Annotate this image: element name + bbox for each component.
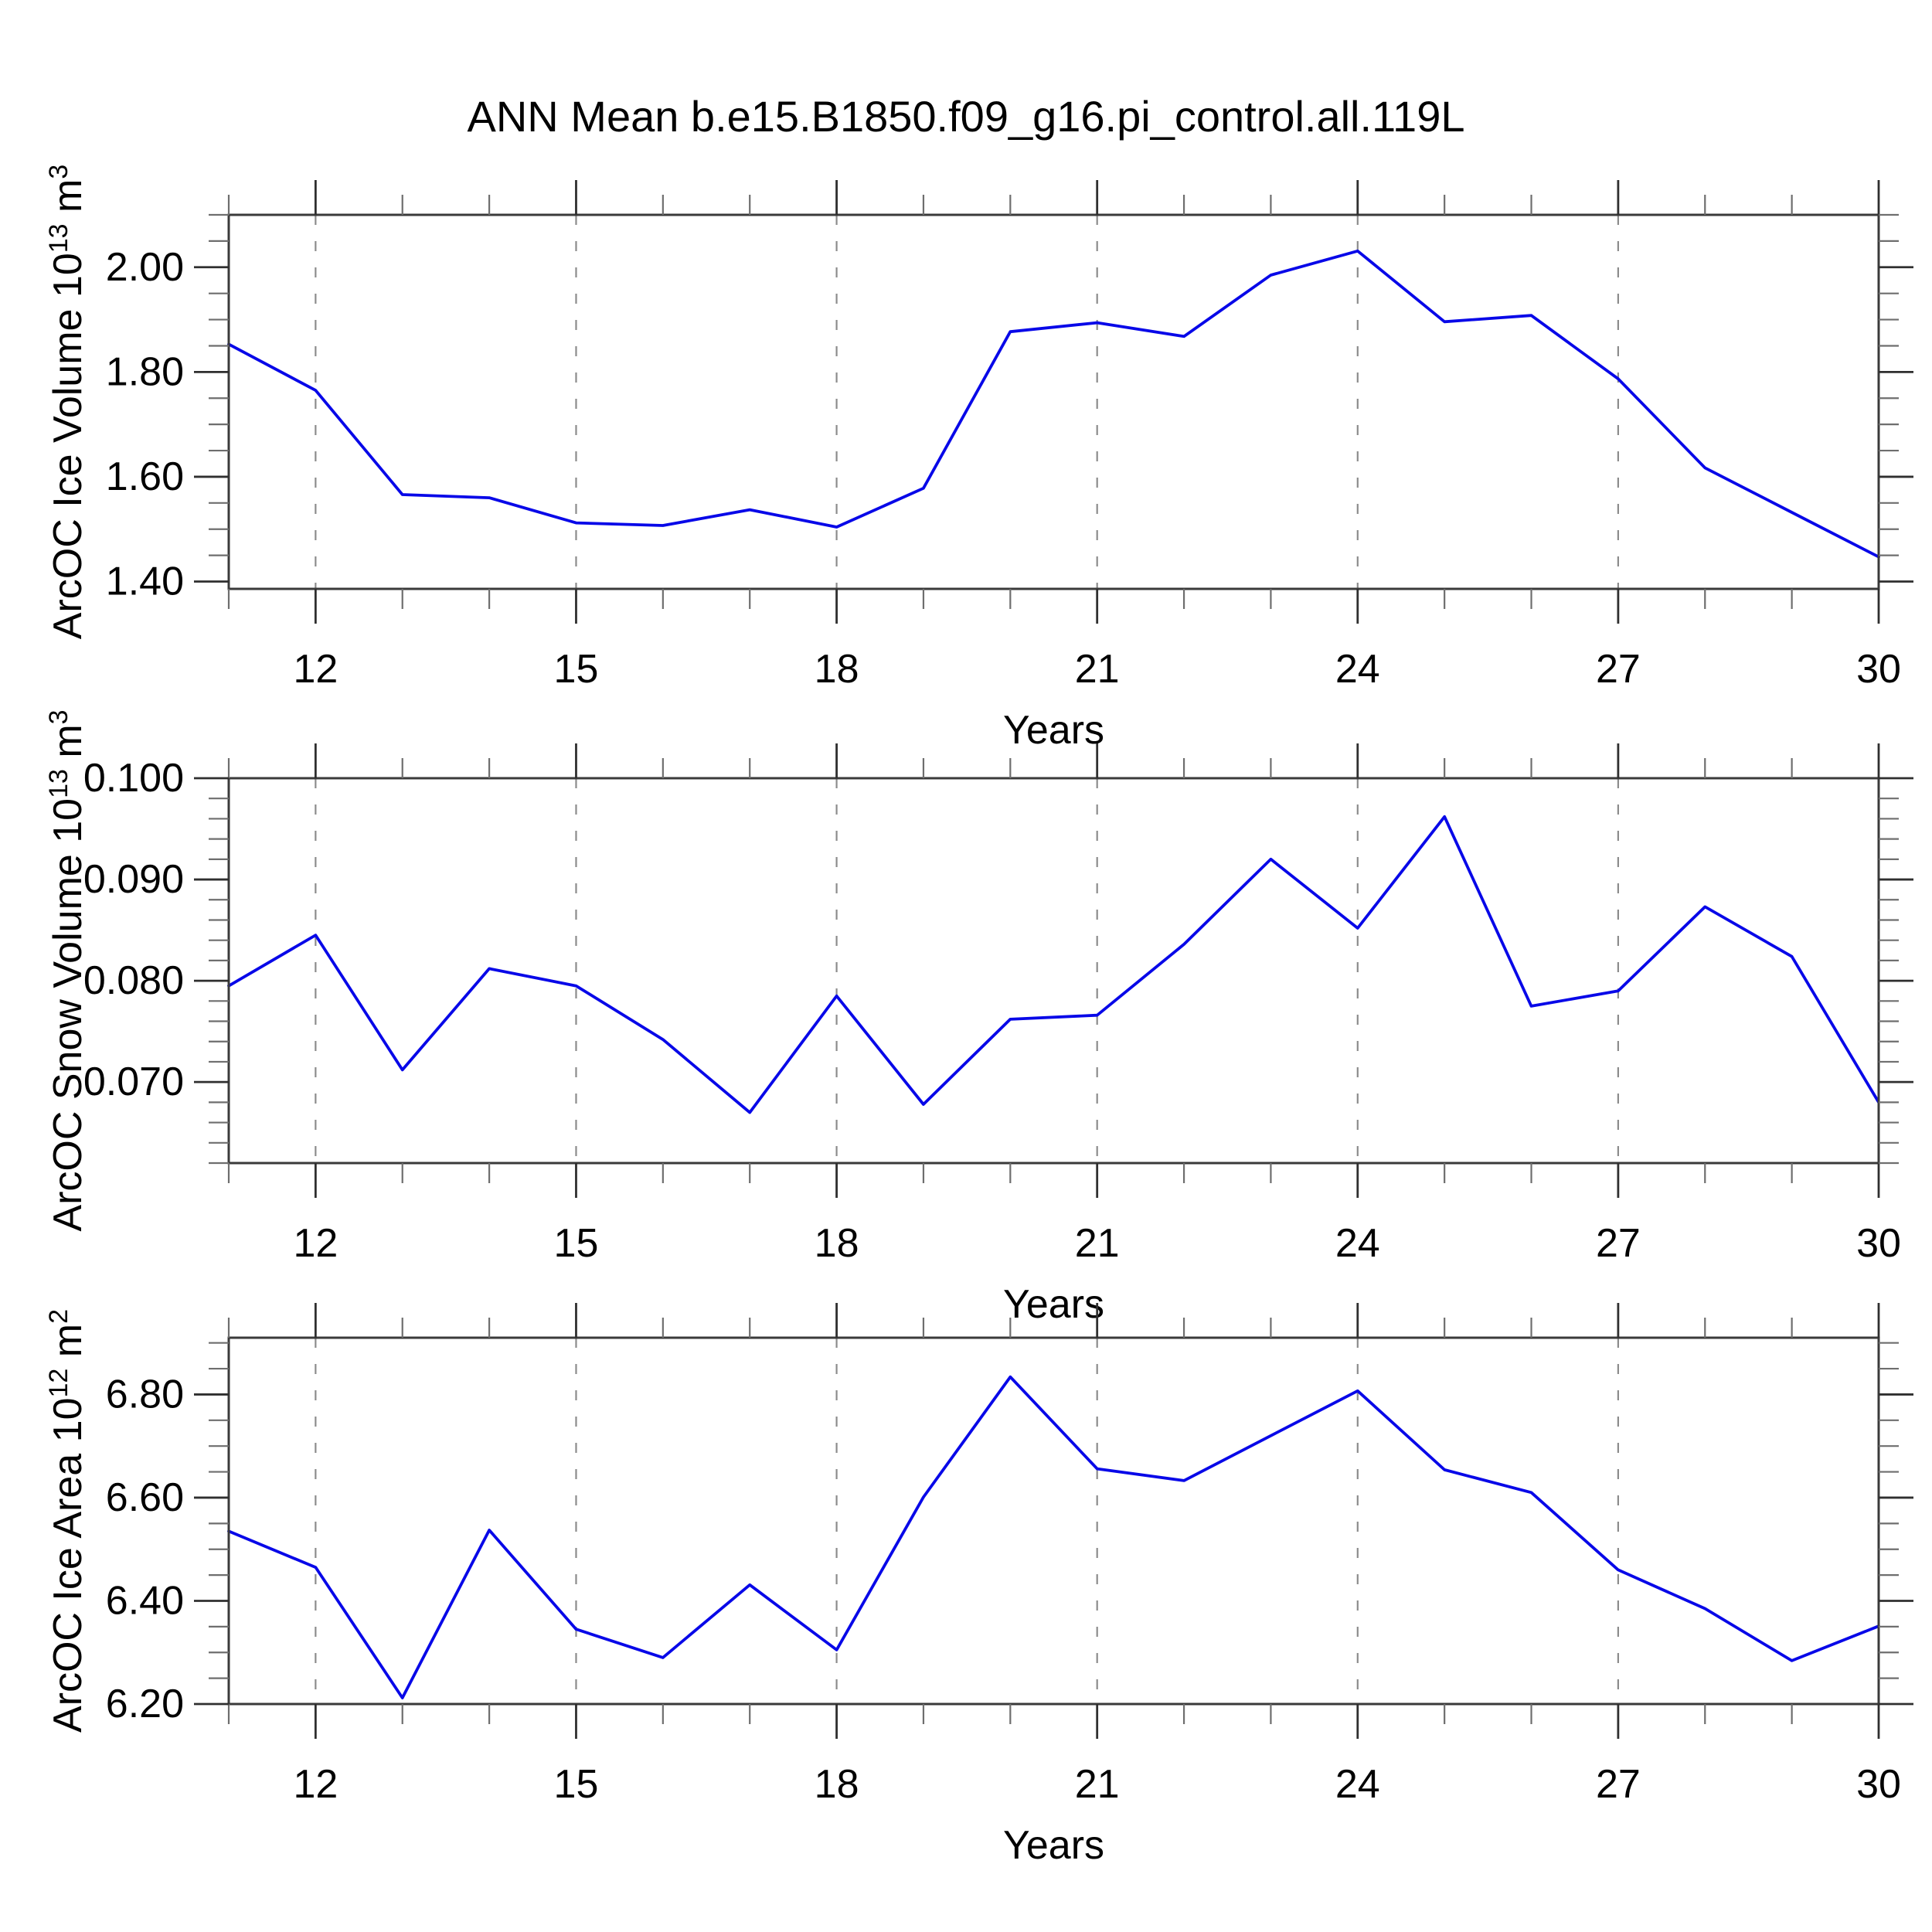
x-tick-label: 15 [554,647,599,692]
x-tick-label: 24 [1335,647,1380,692]
x-tick-label: 18 [815,647,859,692]
x-tick-label: 24 [1335,1221,1380,1266]
x-tick-label: 30 [1856,1221,1901,1266]
panels-group: 1.40 1.60 1.80 2.00 12 15 18 21 24 27 30 Years ArcOC… [44,165,1913,1868]
y-axis-title: ArcOC Snow Volume 1013 m3 [44,709,90,1231]
series-line [227,815,1880,1114]
series-line [227,1375,1880,1699]
y-tick-label: 1.80 [106,349,184,394]
x-tick-label: 27 [1596,647,1641,692]
plot-frame [227,777,1880,1165]
y-tick-label: 0.080 [83,958,184,1003]
x-tick-label: 15 [554,1762,599,1807]
x-tick-label: 12 [293,1762,338,1807]
panel-1: 1.40 1.60 1.80 2.00 12 15 18 21 24 27 30 Years ArcOC… [44,165,1913,753]
x-tick-label: 27 [1596,1762,1641,1807]
x-tick-label: 21 [1075,1762,1120,1807]
x-tick-label: 18 [815,1762,859,1807]
x-tick-label: 21 [1075,1221,1120,1266]
y-axis-title: ArcOC Ice Area 1012 m2 [44,1309,90,1733]
y-tick-label: 6.40 [106,1578,184,1623]
y-axis-title: ArcOC Ice Volume 1013 m3 [44,165,90,640]
x-tick-label: 24 [1335,1762,1380,1807]
x-tick-label: 30 [1856,647,1901,692]
y-tick-label: 1.60 [106,454,184,499]
figure-title: ANN Mean b.e15.B1850.f09_g16.pi_control.… [468,92,1465,141]
x-tick-label: 12 [293,647,338,692]
series-line [227,249,1880,559]
plot-frame [227,213,1880,590]
x-tick-label: 15 [554,1221,599,1266]
x-axis-title: Years [1003,708,1104,753]
y-tick-label: 6.20 [106,1682,184,1726]
y-tick-label: 6.60 [106,1475,184,1520]
x-tick-label: 18 [815,1221,859,1266]
x-axis-title: Years [1003,1282,1104,1327]
y-tick-label: 0.070 [83,1060,184,1104]
panel-3: 6.20 6.40 6.60 6.80 12 15 18 21 24 27 30 Years ArcOC… [44,1303,1913,1868]
x-tick-label: 30 [1856,1762,1901,1807]
y-tick-label: 0.100 [83,756,184,801]
x-tick-label: 21 [1075,647,1120,692]
y-tick-label: 2.00 [106,245,184,290]
plot-frame [227,1336,1880,1706]
x-tick-label: 12 [293,1221,338,1266]
panel-2: 0.070 0.080 0.090 0.100 12 15 18 21 24 27 30 Years A… [44,709,1913,1327]
y-tick-label: 0.090 [83,857,184,902]
x-tick-label: 27 [1596,1221,1641,1266]
y-tick-label: 1.40 [106,560,184,604]
y-tick-label: 6.80 [106,1372,184,1417]
x-axis-title: Years [1003,1823,1104,1868]
